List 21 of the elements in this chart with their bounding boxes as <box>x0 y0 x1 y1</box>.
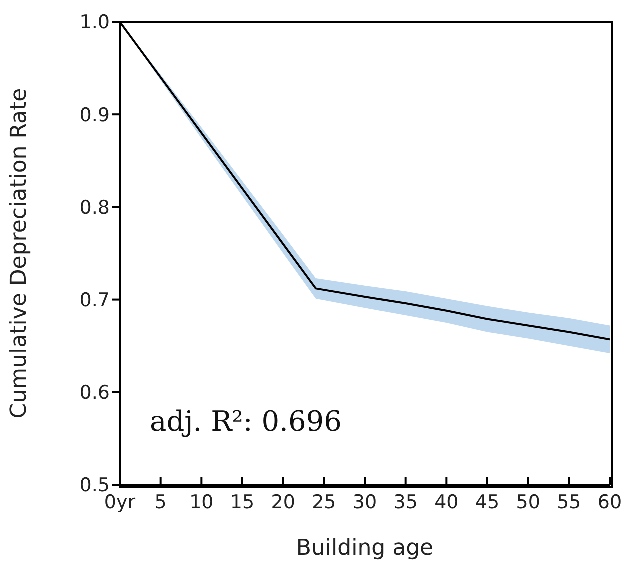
annotation: adj. R²: 0.696 <box>150 405 342 438</box>
x-tick-label: 30 <box>352 491 378 514</box>
y-tick-label: 0.6 <box>80 382 110 404</box>
x-tick-label: 45 <box>475 491 500 514</box>
x-tick-label: 35 <box>394 491 418 514</box>
y-tick-label: 1.0 <box>80 12 110 34</box>
y-tick-label: 0.7 <box>80 290 110 312</box>
x-tick-label: 10 <box>190 491 214 514</box>
x-axis-title: Building age <box>296 536 434 561</box>
x-tick-label: 5 <box>154 491 167 514</box>
x-tick-label: 50 <box>516 491 540 514</box>
y-tick-label: 0.9 <box>80 104 110 126</box>
x-tick-label: 25 <box>312 491 336 514</box>
y-tick-label: 0.8 <box>80 196 110 219</box>
x-tick-label: 60 <box>598 491 622 514</box>
x-tick-label: 15 <box>230 491 255 514</box>
x-tick-label: 0yr <box>104 491 136 514</box>
y-axis-title: Cumulative Depreciation Rate <box>6 88 32 419</box>
x-tick-label: 40 <box>434 491 459 514</box>
x-tick-label: 55 <box>557 491 582 514</box>
x-tick-label: 20 <box>271 491 296 514</box>
